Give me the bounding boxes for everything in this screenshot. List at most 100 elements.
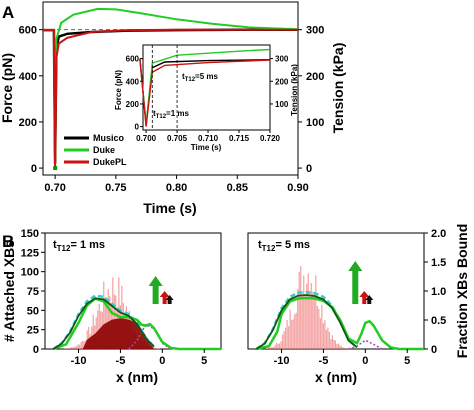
panel-b-ytick-label: 75 (27, 286, 39, 298)
histogram-bar (346, 348, 349, 349)
histogram-bar (336, 343, 338, 349)
histogram-bar (319, 318, 321, 349)
histogram-bar (92, 314, 94, 349)
panel-a-xtick-label: 0.75 (105, 182, 126, 194)
histogram-bar (154, 347, 156, 349)
panel-b-y2tick-label: 2.0 (431, 228, 446, 240)
panel-a-stim-marker (53, 166, 58, 171)
inset-series-line-dukepl (139, 58, 271, 127)
inset-ytick-label: 400 (126, 77, 140, 86)
inset-xtick-label: 0.700 (136, 134, 157, 143)
histogram-bar (298, 271, 300, 349)
histogram-bar (271, 347, 273, 349)
histogram-bar (322, 323, 324, 349)
panel-b-xtick-label: -5 (319, 355, 329, 367)
histogram-bar (325, 329, 327, 349)
panel-b-xtick-label: 5 (201, 355, 207, 367)
histogram-bar (282, 334, 284, 349)
histogram-bar (82, 340, 84, 349)
inset-y2tick-label: 300 (275, 55, 289, 64)
inset-xtick-label: 0.720 (260, 134, 281, 143)
histogram-bar (297, 289, 299, 349)
histogram-bar (269, 347, 272, 349)
histogram-bar (321, 304, 323, 349)
panel-b-ytick-label: 150 (21, 228, 39, 240)
panel-b-ytick-label: 50 (27, 305, 39, 317)
histogram-bar (107, 289, 109, 349)
dark-green-fraction-line (255, 294, 358, 350)
legend-label-dukepl: DukePL (93, 157, 127, 167)
histogram-bar (158, 348, 161, 349)
histogram-bar (316, 305, 318, 349)
panel-a-xtick-label: 0.70 (44, 182, 65, 194)
panel-b-ylabel: # Attached XBs (1, 240, 17, 342)
panel-a-legend: Musico Duke DukePL (64, 133, 127, 167)
panel-b-y2tick-label: 1.0 (431, 286, 446, 298)
histogram-bar (315, 275, 317, 349)
panel-a-y2-ticks: 0 100 200 300 (298, 25, 324, 175)
panel-a-ytick-label: 600 (19, 25, 37, 37)
black-arrow-icon (365, 295, 374, 304)
histogram-bar (312, 291, 314, 349)
histogram-bar (69, 347, 72, 349)
inset-xlabel: Time (s) (191, 143, 222, 152)
inset-ytick-label: 0 (135, 123, 140, 132)
histogram-bar (83, 341, 85, 349)
histogram-bar (76, 346, 78, 349)
panel-b-ytick-label: 100 (21, 267, 39, 279)
histogram-bar (310, 283, 312, 349)
histogram-bar (330, 339, 332, 349)
histogram-bar (77, 344, 79, 349)
panel-b-y2tick-label: 1.5 (431, 257, 446, 269)
panel-a-frame (42, 1, 299, 176)
histogram-bar (157, 348, 159, 349)
histogram-bar (97, 310, 99, 349)
panel-a-xtick-label: 0.90 (287, 182, 308, 194)
histogram-bar (65, 348, 67, 349)
inset-ytick-label: 600 (126, 55, 140, 64)
dark-green-fraction-line (52, 297, 155, 350)
panel-a-y2tick-label: 0 (306, 163, 312, 175)
inset-y2tick-label: 200 (275, 77, 289, 86)
series-line-dukepl (43, 28, 298, 169)
inset-x-ticks: 0.700 0.705 0.710 0.715 0.720 (136, 130, 281, 143)
histogram-bar (292, 319, 294, 349)
panel-b-right-plot (255, 261, 424, 351)
histogram-bar (343, 347, 346, 349)
histogram-bar (265, 348, 267, 349)
histogram-bar (266, 348, 269, 349)
histogram-bar (277, 343, 279, 349)
panel-b-right-xlabel: x (nm) (315, 369, 357, 385)
panel-b-left-plot (52, 276, 221, 351)
panel-b-xtick-label: -10 (274, 355, 290, 367)
histogram-bar (68, 348, 70, 349)
panel-b-xtick-label: 0 (362, 355, 368, 367)
histogram-bar (268, 347, 270, 349)
red-arrow-icon (359, 291, 370, 304)
histogram-bar (340, 346, 343, 349)
histogram-bar (300, 266, 302, 349)
histogram-bar (118, 277, 120, 349)
panel-b-y2-ticks: 0 0.5 1.0 1.5 2.0 (424, 228, 446, 356)
panel-b-ytick-label: 0 (33, 344, 39, 356)
inset-ylabel: Force (pN) (114, 70, 123, 110)
histogram-bar (318, 308, 320, 349)
histogram-bar (88, 326, 90, 349)
green-arrow-icon (148, 276, 163, 304)
panel-a-series (43, 7, 299, 171)
panel-a-y2tick-label: 100 (306, 117, 324, 129)
green-fraction-line (256, 296, 424, 351)
histogram-bar (74, 346, 76, 349)
panel-a-y2label: Tension (kPa) (330, 43, 346, 134)
histogram-bar (286, 320, 288, 349)
purple-distribution-line (348, 339, 383, 350)
histogram-bar (303, 275, 305, 349)
histogram-bar (66, 348, 69, 349)
panel-b-label: B (2, 232, 14, 251)
panel-b-xtick-label: 0 (159, 355, 165, 367)
histogram-bar (331, 335, 334, 349)
panel-b-left-xlabel: x (nm) (116, 369, 158, 385)
panel-b-y-ticks: 0 25 50 75 100 125 150 (21, 228, 45, 356)
panel-a-ytick-label: 400 (19, 71, 37, 83)
